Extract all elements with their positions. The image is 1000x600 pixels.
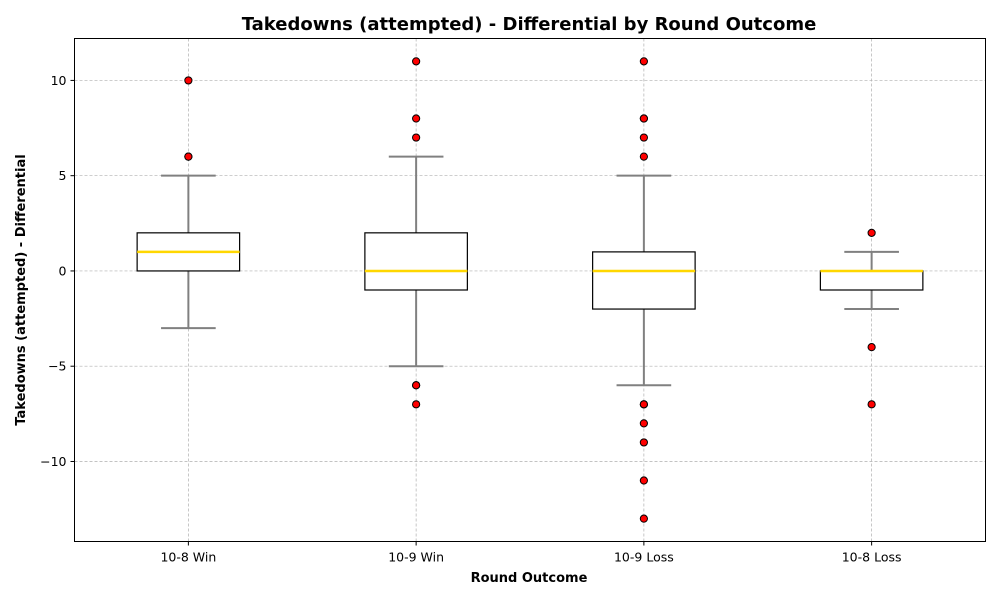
x-tick-label: 10-8 Loss bbox=[842, 550, 902, 565]
outlier-point bbox=[184, 152, 193, 161]
outlier-point bbox=[867, 228, 876, 237]
x-axis-label: Round Outcome bbox=[471, 571, 588, 586]
outlier-point bbox=[639, 400, 648, 409]
outlier-point bbox=[639, 438, 648, 447]
outlier-point bbox=[412, 400, 421, 409]
box-series bbox=[136, 57, 924, 523]
box-group bbox=[819, 228, 924, 409]
x-axis-ticks: 10-8 Win 10-9 Win 10-9 Loss 10-8 Loss bbox=[160, 541, 902, 565]
box-iqr bbox=[592, 251, 696, 310]
plot-frame bbox=[74, 38, 986, 542]
outlier-point bbox=[639, 114, 648, 123]
box-iqr bbox=[819, 270, 924, 291]
box-group bbox=[364, 57, 468, 409]
y-tick-label: −10 bbox=[40, 454, 66, 469]
outlier-point bbox=[867, 343, 876, 352]
outlier-point bbox=[412, 114, 421, 123]
outlier-point bbox=[639, 514, 648, 523]
x-tick-label: 10-9 Loss bbox=[614, 550, 674, 565]
y-tick-label: 5 bbox=[59, 168, 67, 183]
outlier-point bbox=[639, 476, 648, 485]
y-axis-ticks: 10 5 0 −5 −10 bbox=[40, 73, 75, 469]
outlier-point bbox=[639, 133, 648, 142]
box-iqr bbox=[364, 232, 468, 291]
x-tick-label: 10-9 Win bbox=[388, 550, 444, 565]
outlier-point bbox=[184, 76, 193, 85]
box-group bbox=[136, 76, 241, 330]
y-tick-label: 10 bbox=[51, 73, 67, 88]
y-tick-label: 0 bbox=[59, 263, 67, 278]
outlier-point bbox=[412, 57, 421, 66]
y-axis-label: Takedowns (attempted) - Differential bbox=[14, 154, 29, 425]
chart-title: Takedowns (attempted) - Differential by … bbox=[242, 14, 817, 35]
outlier-point bbox=[412, 381, 421, 390]
box-group bbox=[592, 57, 696, 523]
y-tick-label: −5 bbox=[48, 359, 66, 374]
outlier-point bbox=[412, 133, 421, 142]
outlier-point bbox=[639, 419, 648, 428]
outlier-point bbox=[867, 400, 876, 409]
outlier-point bbox=[639, 57, 648, 66]
x-tick-label: 10-8 Win bbox=[160, 550, 216, 565]
outlier-point bbox=[639, 152, 648, 161]
